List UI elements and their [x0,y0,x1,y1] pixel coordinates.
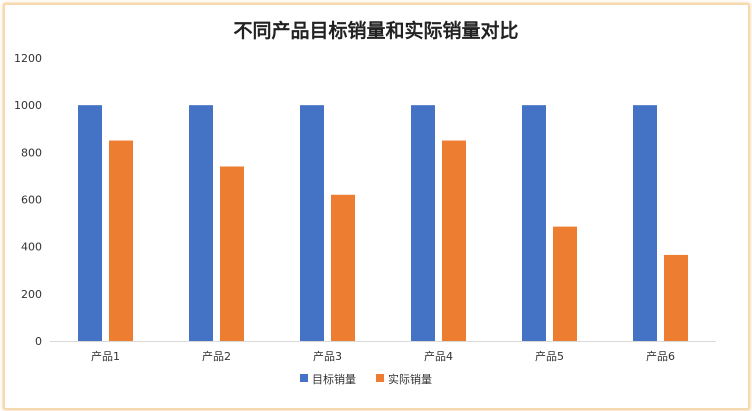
y-tick-label: 0 [35,335,42,348]
y-tick-label: 400 [21,241,42,254]
bar-target [189,105,213,342]
bar-target [300,105,324,342]
x-tick-label: 产品1 [91,349,120,363]
chart-title: 不同产品目标销量和实际销量对比 [233,20,519,42]
legend-label: 目标销量 [312,372,356,386]
y-tick-label: 1000 [14,99,42,112]
legend-swatch [376,374,384,382]
y-tick-label: 1200 [14,52,42,65]
legend-swatch [300,374,308,382]
bar-actual [220,166,244,341]
bar-target [78,105,102,342]
y-tick-label: 800 [21,146,42,159]
bar-target [522,105,546,342]
y-tick-label: 200 [21,288,42,301]
bar-actual [109,140,133,341]
bar-actual [442,140,466,341]
bar-actual [664,254,688,341]
legend-label: 实际销量 [388,372,432,386]
x-tick-label: 产品6 [646,349,675,363]
x-tick-label: 产品3 [313,349,342,363]
bar-target [411,105,435,342]
bar-actual [331,194,355,341]
bar-target [633,105,657,342]
x-tick-label: 产品4 [424,349,453,363]
y-tick-label: 600 [21,194,42,207]
x-tick-label: 产品5 [535,349,564,363]
x-tick-label: 产品2 [202,349,231,363]
bar-actual [553,226,577,341]
